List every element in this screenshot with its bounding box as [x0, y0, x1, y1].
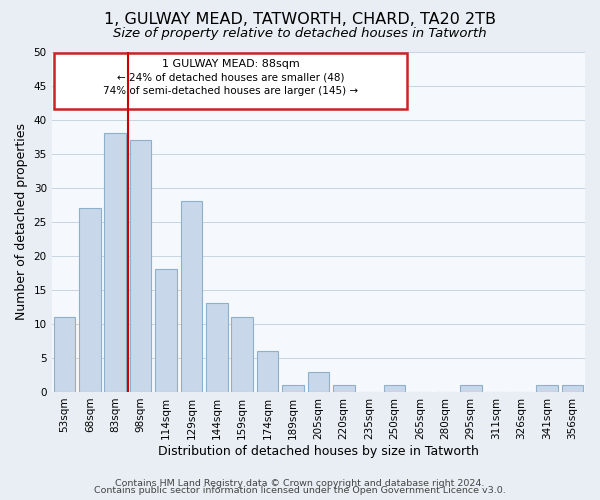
Bar [232, 317, 253, 392]
Bar [384, 385, 406, 392]
Bar [181, 202, 202, 392]
Bar [257, 351, 278, 392]
Bar [79, 208, 101, 392]
Text: Contains public sector information licensed under the Open Government Licence v3: Contains public sector information licen… [94, 486, 506, 495]
Bar [562, 385, 583, 392]
Bar [308, 372, 329, 392]
FancyBboxPatch shape [54, 53, 407, 110]
Text: 1 GULWAY MEAD: 88sqm: 1 GULWAY MEAD: 88sqm [162, 59, 299, 69]
Text: ← 24% of detached houses are smaller (48): ← 24% of detached houses are smaller (48… [117, 72, 344, 83]
Bar [206, 304, 227, 392]
Text: Contains HM Land Registry data © Crown copyright and database right 2024.: Contains HM Land Registry data © Crown c… [115, 478, 485, 488]
Bar [53, 317, 75, 392]
Text: Size of property relative to detached houses in Tatworth: Size of property relative to detached ho… [113, 28, 487, 40]
Bar [104, 133, 126, 392]
Bar [460, 385, 482, 392]
Text: 74% of semi-detached houses are larger (145) →: 74% of semi-detached houses are larger (… [103, 86, 358, 96]
Bar [333, 385, 355, 392]
Text: 1, GULWAY MEAD, TATWORTH, CHARD, TA20 2TB: 1, GULWAY MEAD, TATWORTH, CHARD, TA20 2T… [104, 12, 496, 28]
Bar [282, 385, 304, 392]
Y-axis label: Number of detached properties: Number of detached properties [15, 123, 28, 320]
Bar [536, 385, 557, 392]
X-axis label: Distribution of detached houses by size in Tatworth: Distribution of detached houses by size … [158, 444, 479, 458]
Bar [130, 140, 151, 392]
Bar [155, 270, 177, 392]
